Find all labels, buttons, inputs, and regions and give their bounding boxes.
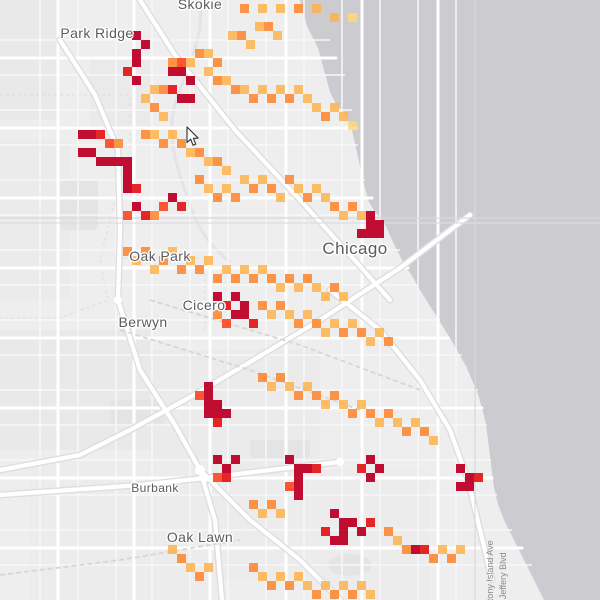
expressway-fill <box>0 0 495 600</box>
chicago-river <box>170 0 231 264</box>
minor-street-grid <box>0 0 532 600</box>
rail-lines <box>0 299 421 576</box>
mouse-pointer-icon <box>186 126 199 146</box>
interchange-nodes <box>114 296 344 482</box>
